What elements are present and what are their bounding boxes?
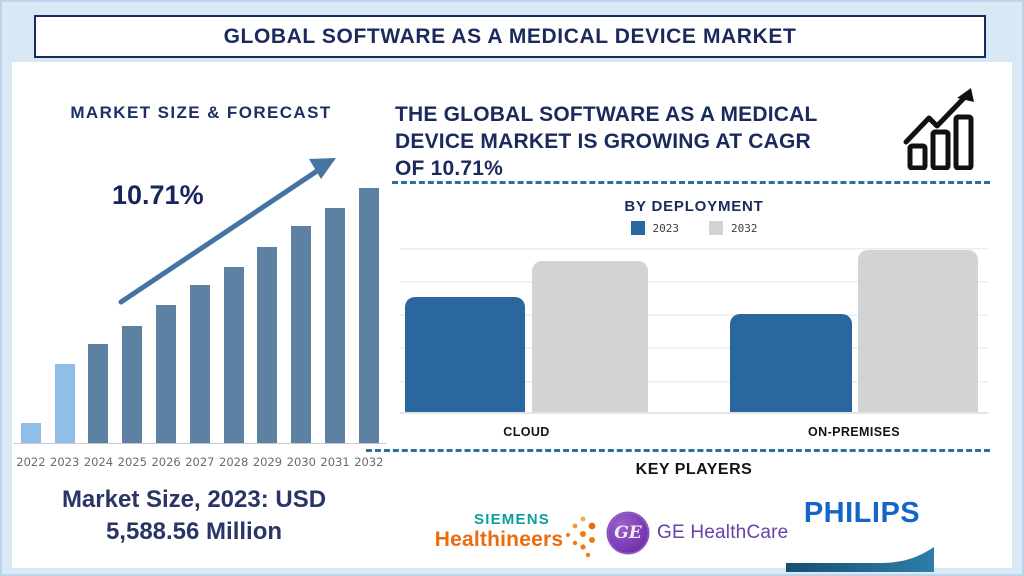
- deployment-legend: 2023 2032: [400, 221, 988, 235]
- growth-statement-line2: DEVICE MARKET IS GROWING AT CAGR: [395, 130, 811, 153]
- forecast-bar-2032: [358, 188, 379, 443]
- forecast-year-label-2031: 2031: [320, 454, 350, 469]
- forecast-bar-group-2029: 2029: [251, 186, 285, 468]
- forecast-chart-baseline: [14, 443, 386, 444]
- forecast-bar-group-2026: 2026: [149, 186, 183, 468]
- deployment-chart: [400, 248, 988, 414]
- page-title: GLOBAL SOFTWARE AS A MEDICAL DEVICE MARK…: [223, 24, 797, 48]
- market-size-note-line1: Market Size, 2023: USD: [61, 486, 327, 513]
- forecast-bar-2023: [54, 364, 75, 443]
- forecast-bar-2022: [20, 423, 41, 443]
- forecast-bar-2025: [122, 326, 143, 443]
- forecast-bar-group-2022: 2022: [14, 186, 48, 468]
- forecast-bar-group-2025: 2025: [115, 186, 149, 468]
- philips-swoosh-icon: [786, 547, 934, 572]
- siemens-healthineers-logo: SIEMENS Healthineers: [432, 511, 566, 552]
- forecast-year-label-2032: 2032: [354, 454, 384, 469]
- deployment-bar-2032-on-premises: [858, 250, 978, 412]
- deployment-bar-2023-cloud: [405, 297, 525, 412]
- forecast-bar-group-2030: 2030: [284, 186, 318, 468]
- forecast-year-label-2023: 2023: [50, 454, 80, 469]
- forecast-bar-group-2028: 2028: [217, 186, 251, 468]
- healthineers-wordmark: Healthineers: [434, 528, 564, 551]
- forecast-year-label-2026: 2026: [151, 454, 181, 469]
- trend-arrow-icon: [118, 158, 336, 305]
- market-size-note: Market Size, 2023: USD 5,588.56 Million: [16, 484, 372, 549]
- forecast-year-label-2022: 2022: [16, 454, 46, 469]
- forecast-bar-2028: [223, 267, 244, 443]
- dashed-separator-bottom: [366, 449, 990, 452]
- forecast-section-heading: MARKET SIZE & FORECAST: [70, 103, 332, 122]
- forecast-bar-2027: [189, 285, 210, 443]
- deployment-category-cloud: CLOUD: [503, 425, 550, 439]
- ge-roundel-icon: GE: [608, 513, 648, 553]
- forecast-year-label-2030: 2030: [286, 454, 316, 469]
- forecast-bar-2024: [88, 344, 109, 443]
- growth-statement: THE GLOBAL SOFTWARE AS A MEDICAL DEVICE …: [395, 101, 895, 182]
- legend-label-2032: 2032: [731, 221, 758, 235]
- deployment-bar-2023-on-premises: [730, 314, 852, 412]
- cagr-value-label: 10.71%: [112, 180, 204, 210]
- ge-monogram: GE: [614, 523, 642, 543]
- legend-swatch-2032: [709, 221, 723, 235]
- growth-statement-line3: OF 10.71%: [395, 157, 504, 180]
- philips-logo: PHILIPS: [786, 497, 938, 572]
- market-forecast-chart: 2022 2023 2024 2025 2026 2027 2028 2029 2030 2031…: [14, 186, 386, 468]
- forecast-year-label-2029: 2029: [252, 454, 283, 469]
- legend-swatch-2023: [630, 221, 645, 235]
- growth-chart-icon: [903, 88, 974, 170]
- forecast-bar-group-2032: 2032: [352, 186, 386, 468]
- forecast-bar-2030: [291, 226, 312, 443]
- forecast-bar-group-2031: 2031: [318, 186, 352, 468]
- forecast-year-label-2028: 2028: [219, 454, 249, 469]
- siemens-dots-icon: [566, 516, 596, 558]
- deployment-section-heading: BY DEPLOYMENT: [624, 198, 764, 215]
- deployment-category-on-premises: ON-PREMISES: [808, 425, 900, 439]
- legend-item-2023: 2023: [630, 221, 680, 235]
- forecast-bar-2031: [325, 208, 346, 443]
- growth-statement-line1: THE GLOBAL SOFTWARE AS A MEDICAL: [395, 103, 818, 126]
- title-banner: GLOBAL SOFTWARE AS A MEDICAL DEVICE MARK…: [34, 15, 986, 58]
- forecast-bar-2026: [156, 305, 177, 443]
- forecast-bar-2029: [257, 247, 278, 443]
- market-size-note-line2: 5,588.56 Million: [105, 518, 283, 546]
- dashed-separator-top: [392, 181, 990, 184]
- forecast-year-label-2025: 2025: [117, 454, 147, 469]
- siemens-wordmark: SIEMENS: [474, 511, 550, 528]
- ge-healthcare-wordmark: GE HealthCare: [657, 522, 789, 543]
- deployment-bar-2032-cloud: [532, 261, 648, 412]
- legend-item-2032: 2032: [709, 221, 758, 235]
- forecast-bar-group-2024: 2024: [82, 186, 116, 468]
- forecast-year-label-2027: 2027: [185, 454, 215, 469]
- philips-wordmark: PHILIPS: [803, 497, 921, 529]
- ge-healthcare-logo: GE GE HealthCare: [608, 513, 788, 553]
- legend-label-2023: 2023: [652, 221, 680, 235]
- key-players-heading: KEY PLAYERS: [635, 461, 753, 478]
- forecast-year-label-2024: 2024: [83, 454, 114, 469]
- forecast-bar-group-2027: 2027: [183, 186, 217, 468]
- forecast-bar-group-2023: 2023: [48, 186, 82, 468]
